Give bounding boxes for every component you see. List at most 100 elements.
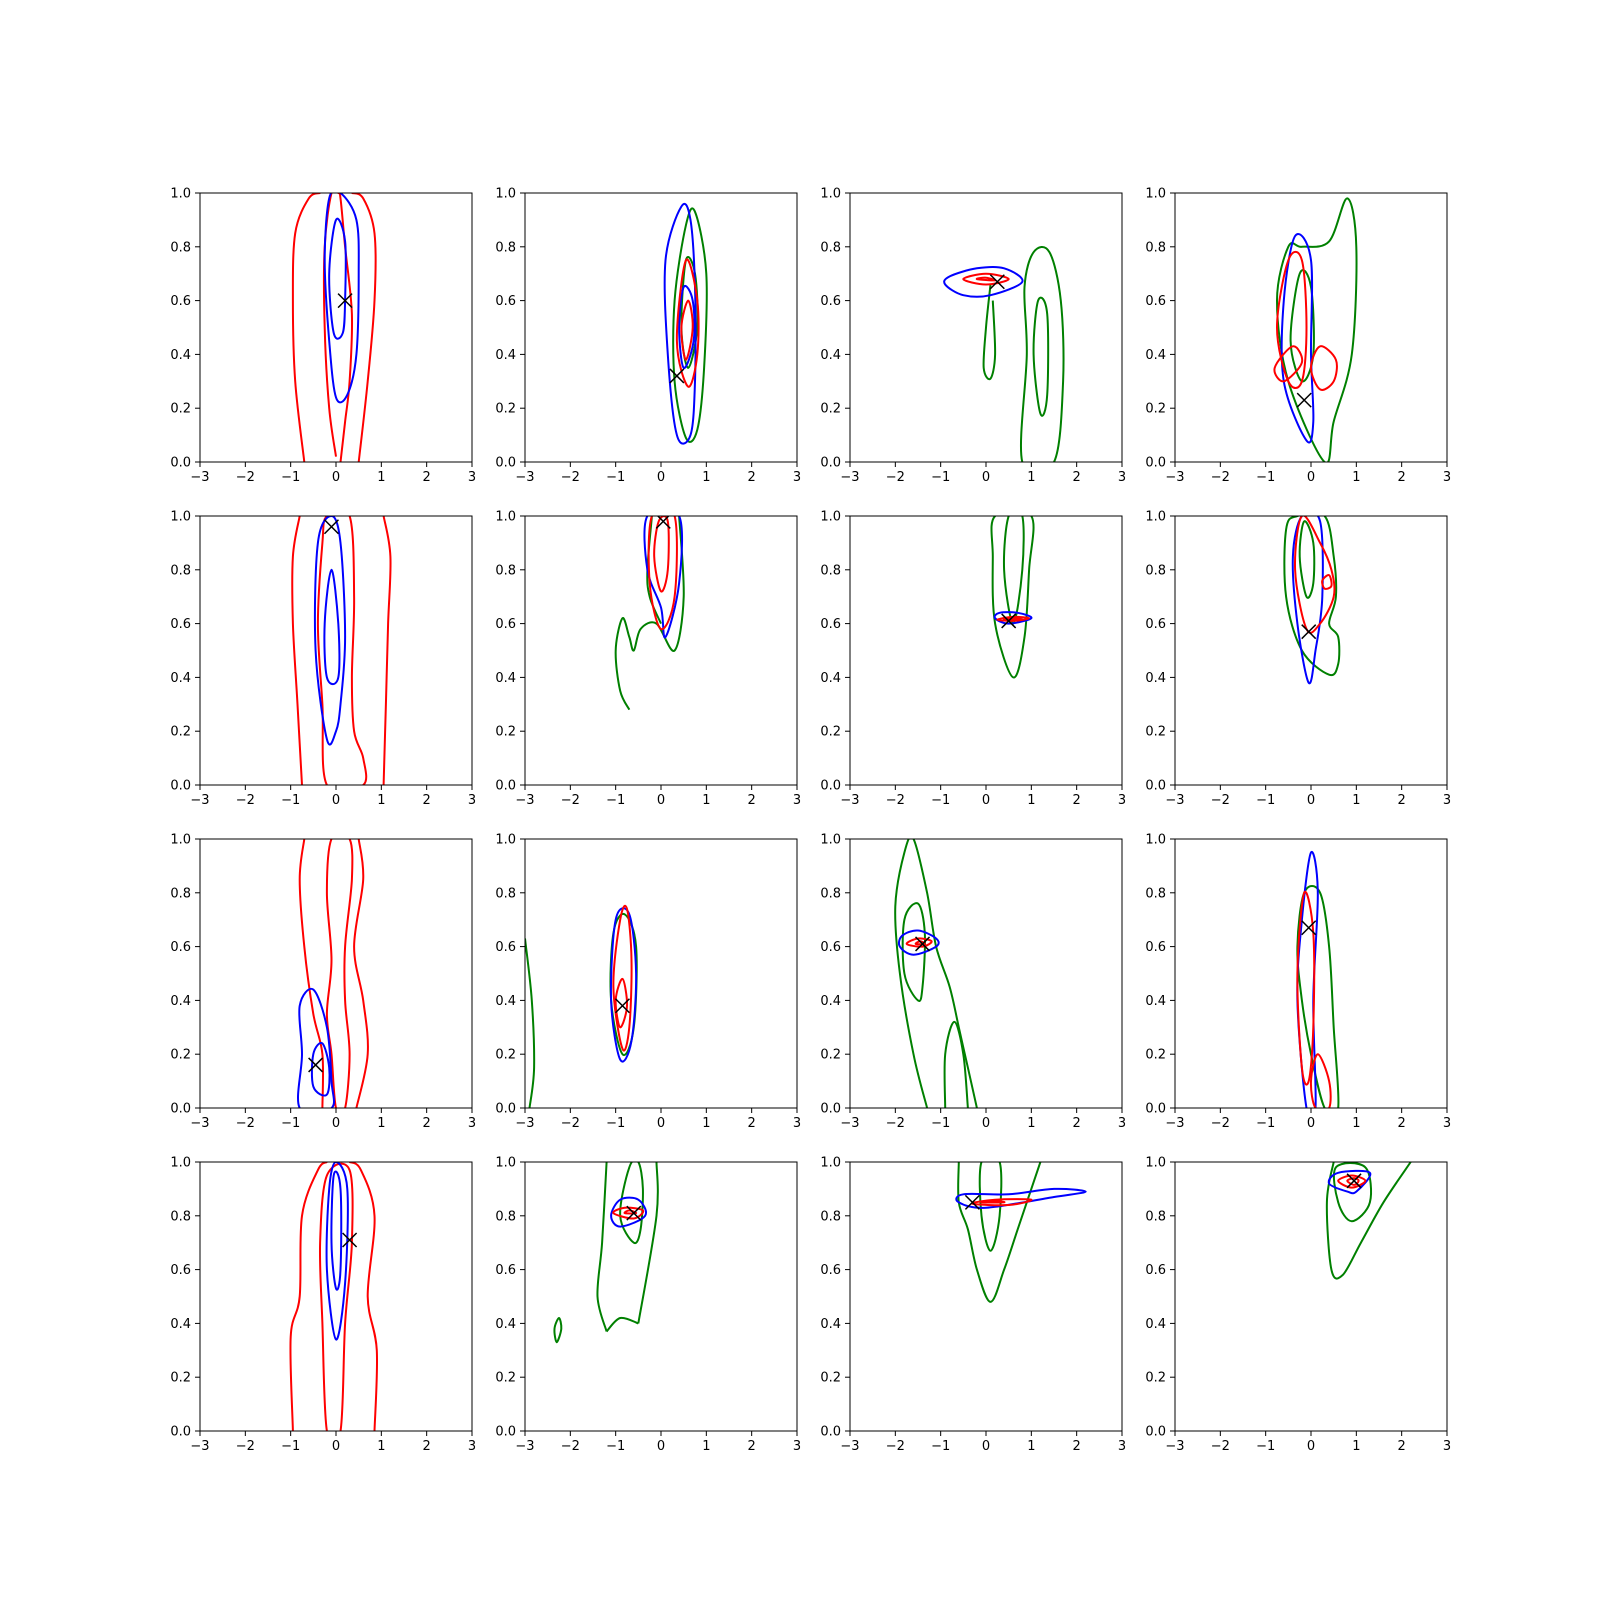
red-contour-line xyxy=(1294,516,1336,634)
x-tick-label: −2 xyxy=(561,1116,580,1131)
green-contour-line xyxy=(672,207,708,443)
y-tick-label: 0.0 xyxy=(170,456,191,471)
x-marker xyxy=(626,1205,642,1221)
y-tick-label: 0.2 xyxy=(1145,402,1166,417)
plot-area xyxy=(291,193,377,462)
x-tick-label: −3 xyxy=(1165,793,1184,808)
red-contour-line xyxy=(1276,250,1308,390)
red-contour-line xyxy=(675,258,700,388)
plot-area xyxy=(894,839,978,1108)
y-tick-label: 0.4 xyxy=(820,994,841,1009)
x-tick-label: −3 xyxy=(190,793,209,808)
blue-contour-line xyxy=(328,217,347,340)
x-tick-label: −2 xyxy=(1211,470,1230,485)
y-tick-label: 0.4 xyxy=(820,671,841,686)
y-tick-label: 1.0 xyxy=(1145,833,1166,848)
y-tick-label: 0.8 xyxy=(1145,1209,1166,1224)
red-contour-line xyxy=(614,977,629,1029)
x-tick-label: 0 xyxy=(1307,1439,1315,1454)
x-tick-label: 0 xyxy=(332,793,340,808)
x-tick-label: 3 xyxy=(1443,793,1451,808)
green-contour-line xyxy=(894,839,978,1108)
green-contour-line xyxy=(1296,885,1340,1108)
x-marker xyxy=(342,1232,358,1248)
x-tick-label: 3 xyxy=(793,470,801,485)
y-tick-label: 0.0 xyxy=(495,779,516,794)
x-tick-label: 1 xyxy=(1352,793,1360,808)
blue-contour-line xyxy=(610,1196,647,1228)
x-tick-label: 1 xyxy=(1027,793,1035,808)
plot-area xyxy=(1283,516,1341,685)
blue-contour-line xyxy=(1327,1169,1372,1195)
subplot-16: −3 −2 −1 0 1 2 3 0.0 0.2 0.4 0.6 0.8 1.0 xyxy=(1145,1156,1451,1455)
green-contour-line xyxy=(978,1162,1003,1252)
x-tick-label: −3 xyxy=(515,1439,534,1454)
red-contour-line xyxy=(1321,574,1333,590)
blue-contour-line xyxy=(323,193,360,404)
green-contour-line xyxy=(1332,1162,1372,1223)
x-tick-label: −2 xyxy=(561,470,580,485)
y-tick-label: 0.4 xyxy=(1145,671,1166,686)
green-contour-line xyxy=(1032,296,1050,417)
y-tick-label: 0.6 xyxy=(170,1263,191,1278)
x-tick-label: −2 xyxy=(886,1439,905,1454)
y-tick-label: 0.0 xyxy=(1145,1425,1166,1440)
subplot-15: −3 −2 −1 0 1 2 3 0.0 0.2 0.4 0.6 0.8 1.0 xyxy=(820,1156,1126,1455)
x-tick-label: 0 xyxy=(657,1116,665,1131)
y-tick-label: 0.8 xyxy=(495,886,516,901)
y-tick-label: 0.8 xyxy=(820,563,841,578)
red-contour-line xyxy=(351,193,377,462)
y-tick-label: 1.0 xyxy=(1145,510,1166,525)
x-tick-label: 3 xyxy=(1118,470,1126,485)
y-tick-label: 0.4 xyxy=(170,1317,191,1332)
red-contour-line xyxy=(291,516,303,785)
x-tick-label: −1 xyxy=(1256,470,1275,485)
y-tick-label: 0.0 xyxy=(170,1102,191,1117)
red-contour-line xyxy=(612,1206,645,1220)
x-tick-label: −3 xyxy=(840,793,859,808)
green-contour-line xyxy=(553,1317,563,1344)
y-tick-label: 0.4 xyxy=(495,348,516,363)
plot-area xyxy=(1296,850,1340,1108)
blue-contour-line xyxy=(609,907,638,1063)
x-tick-label: −1 xyxy=(931,793,950,808)
x-tick-label: 0 xyxy=(982,1116,990,1131)
blue-contour-line xyxy=(678,285,696,369)
x-tick-label: −2 xyxy=(561,793,580,808)
x-tick-label: 2 xyxy=(748,1116,756,1131)
x-tick-label: 1 xyxy=(1352,1116,1360,1131)
x-tick-label: −1 xyxy=(606,1439,625,1454)
x-tick-label: −2 xyxy=(236,1439,255,1454)
x-tick-label: 1 xyxy=(377,1439,385,1454)
y-tick-label: 0.4 xyxy=(820,348,841,363)
y-tick-label: 0.4 xyxy=(495,994,516,1009)
x-tick-label: 3 xyxy=(468,1439,476,1454)
x-tick-label: 0 xyxy=(332,470,340,485)
y-tick-label: 0.4 xyxy=(170,994,191,1009)
y-tick-label: 0.8 xyxy=(170,1209,191,1224)
x-tick-label: 2 xyxy=(1398,470,1406,485)
y-tick-label: 0.8 xyxy=(170,886,191,901)
x-tick-label: 0 xyxy=(657,793,665,808)
y-tick-label: 1.0 xyxy=(495,510,516,525)
x-tick-label: 2 xyxy=(1398,793,1406,808)
x-tick-label: −1 xyxy=(931,1439,950,1454)
y-tick-label: 0.6 xyxy=(820,617,841,632)
x-tick-label: 0 xyxy=(982,1439,990,1454)
red-contour-line xyxy=(318,1162,354,1431)
green-contour-line xyxy=(1325,1162,1412,1280)
green-contour-line xyxy=(943,1020,969,1108)
x-tick-label: 2 xyxy=(423,1116,431,1131)
y-tick-label: 0.0 xyxy=(820,456,841,471)
y-tick-label: 1.0 xyxy=(820,510,841,525)
subplot-13: −3 −2 −1 0 1 2 3 0.0 0.2 0.4 0.6 0.8 1.0 xyxy=(170,1156,476,1455)
blue-contour-line xyxy=(330,1170,343,1291)
subplot-5: −3 −2 −1 0 1 2 3 0.0 0.2 0.4 0.6 0.8 1.0 xyxy=(170,510,476,809)
x-tick-label: −3 xyxy=(1165,1439,1184,1454)
x-tick-label: −1 xyxy=(606,470,625,485)
y-tick-label: 0.0 xyxy=(495,456,516,471)
red-contour-line xyxy=(349,1162,379,1431)
blue-contour-line xyxy=(296,987,336,1108)
x-tick-label: −1 xyxy=(281,1116,300,1131)
x-tick-label: −1 xyxy=(1256,1116,1275,1131)
